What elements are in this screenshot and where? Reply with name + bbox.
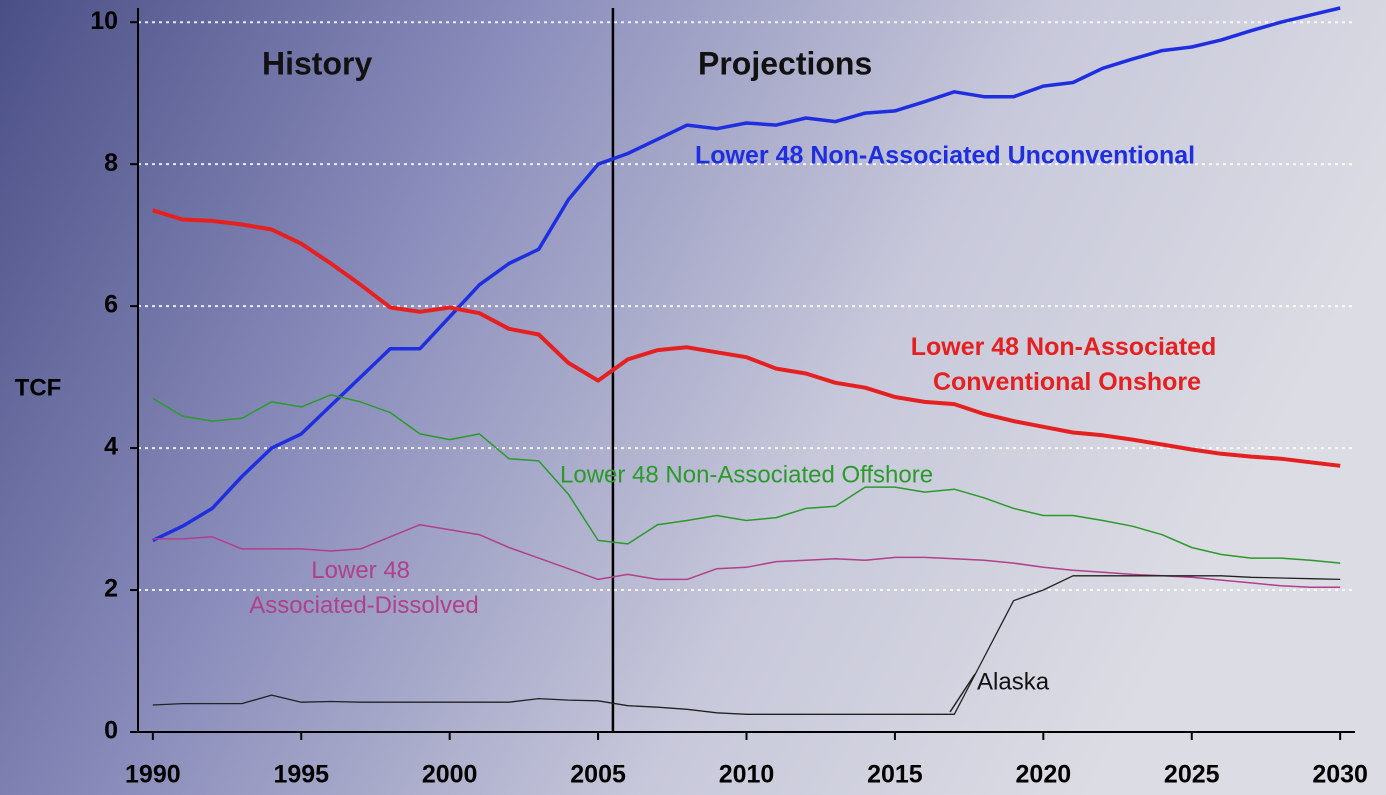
series-line bbox=[152, 523, 1341, 588]
series-line bbox=[152, 6, 1341, 542]
legend-label: Lower 48 Non-Associated Unconventional bbox=[695, 142, 1195, 170]
legend-label: Lower 48 Non-Associated Offshore bbox=[560, 461, 933, 488]
y-tick-label: 6 bbox=[104, 291, 118, 319]
y-tick-label: 2 bbox=[104, 575, 118, 603]
series-line bbox=[152, 208, 1341, 468]
leader-line bbox=[949, 673, 976, 713]
annotation: Projections bbox=[698, 45, 872, 81]
y-tick-label: 8 bbox=[104, 149, 118, 177]
x-tick-label: 1990 bbox=[125, 761, 181, 789]
series-line bbox=[152, 575, 1341, 715]
legend-label: Lower 48 Associated-Dissolved bbox=[249, 557, 478, 619]
legend-label: Lower 48 Non-Associated Conventional Ons… bbox=[911, 333, 1224, 396]
y-tick-label: 10 bbox=[90, 7, 118, 35]
annotation: History bbox=[262, 45, 372, 81]
y-tick-label: 0 bbox=[104, 717, 118, 745]
x-tick-label: 2010 bbox=[719, 761, 775, 789]
x-tick-label: 2030 bbox=[1312, 761, 1368, 789]
legend-label: Alaska bbox=[977, 668, 1050, 695]
x-tick-label: 2005 bbox=[570, 761, 626, 789]
x-tick-label: 1995 bbox=[273, 761, 329, 789]
x-tick-label: 2015 bbox=[867, 761, 923, 789]
x-tick-label: 2025 bbox=[1164, 761, 1220, 789]
y-axis-label: TCF bbox=[15, 374, 62, 401]
y-tick-label: 4 bbox=[104, 433, 118, 461]
x-tick-label: 2020 bbox=[1016, 761, 1072, 789]
x-tick-label: 2000 bbox=[422, 761, 478, 789]
series-line bbox=[152, 394, 1341, 564]
